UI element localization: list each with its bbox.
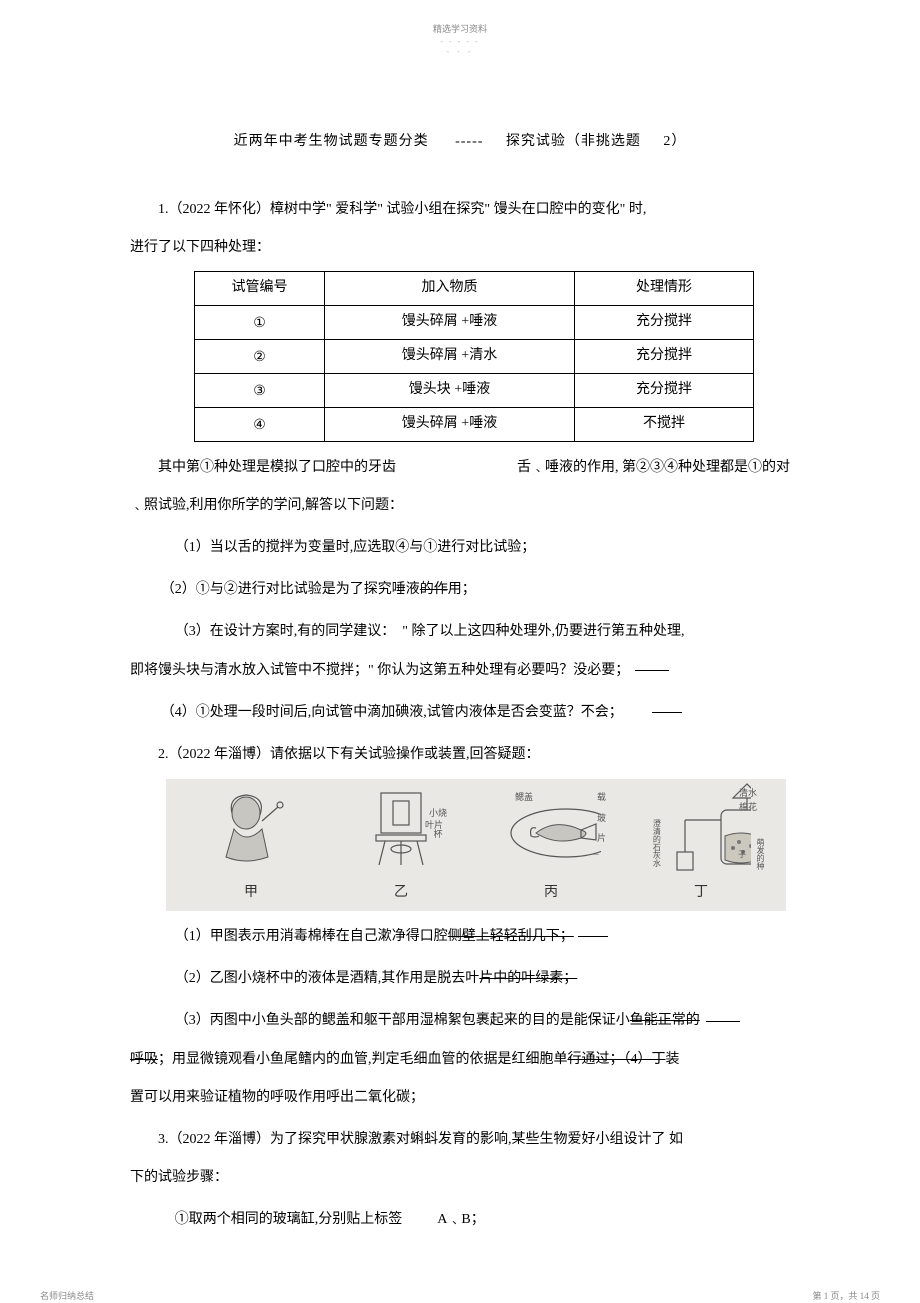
blank-line (706, 1021, 740, 1022)
q2-i2a: （2）乙图小烧杯中的液体是酒精,其作用是脱去叶 (175, 971, 480, 986)
q1-item-1: （1）当以舌的搅拌为变量时,应选取④与①进行对比试验； (175, 532, 790, 564)
th-1: 试管编号 (195, 271, 325, 305)
table-row: ① 馒头碎屑 +唾液 充分搅拌 (195, 305, 754, 339)
seed-label: 萌发的种子 (732, 835, 769, 873)
q1-i4-text: （4）①处理一段时间后,向试管中滴加碘液,试管内液体是否会变蓝？不会； (161, 705, 623, 720)
figure-c: 鳃盖 载玻片 — 丙 (476, 783, 626, 909)
figure-a: 甲 (176, 783, 326, 909)
cell: 不搅拌 (575, 407, 754, 441)
table-row: ② 馒头碎屑 +清水 充分搅拌 (195, 339, 754, 373)
cell: 馒头碎屑 +唾液 (325, 305, 575, 339)
figure-b: 小烧杯 叶片 乙 (326, 783, 476, 909)
blank-line (652, 712, 682, 713)
q3-step1b: A﹑B； (437, 1212, 484, 1227)
q3-intro: 3.（2022 年淄博）为了探究甲状腺激素对蝌蚪发育的影响,某些生物爱好小组设计… (130, 1124, 790, 1156)
cell: ② (195, 339, 325, 373)
page-title: 近两年中考生物试题专题分类 ----- 探究试验（非挑选题 2） (130, 126, 790, 158)
q1-item-3b: 即将馒头块与清水放入试管中不搅拌；" 你认为这第五种处理有必要吗？没必要； (130, 655, 790, 687)
table-row: ④ 馒头碎屑 +唾液 不搅拌 (195, 407, 754, 441)
figure-d-label: 丁 (694, 877, 708, 909)
q1-i2a: （2）①与②进行对比试验是为了探究唾液 (161, 582, 420, 597)
q1-item-4: （4）①处理一段时间后,向试管中滴加碘液,试管内液体是否会变蓝？不会； (161, 697, 790, 729)
q1-i3b-text: 即将馒头块与清水放入试管中不搅拌；" 你认为这第五种处理有必要吗？没必要； (130, 663, 629, 678)
q2-i1b-strike: 侧壁上轻轻刮几下； (448, 929, 574, 944)
th-2: 加入物质 (325, 271, 575, 305)
cell: ① (195, 305, 325, 339)
q2-i3d: ；用显微镜观看小鱼尾鳍内的血管,判定毛细血管的依据是红细胞单 (158, 1052, 568, 1067)
cell: 充分搅拌 (575, 339, 754, 373)
figure-b-label: 乙 (394, 877, 408, 909)
q1-i2b-strike: 的作 (420, 582, 448, 597)
q2-i3e-strike: 行通过；（4）丁 (568, 1052, 666, 1067)
table-header-row: 试管编号 加入物质 处理情形 (195, 271, 754, 305)
cover-label: 鳃盖 (515, 787, 533, 808)
glass-label: 载玻片 (597, 787, 606, 849)
cell: 充分搅拌 (575, 373, 754, 407)
cell: 馒头碎屑 +清水 (325, 339, 575, 373)
q2-item-4: 置可以用来验证植物的呼吸作用呼出二氧化碳； (130, 1082, 790, 1114)
cell: 馒头碎屑 +唾液 (325, 407, 575, 441)
header-dash-2: - - - (0, 47, 920, 56)
q1-i2c: 用； (448, 582, 476, 597)
title-part-2: 探究试验（非挑选题 (506, 134, 641, 149)
title-dash: ----- (455, 134, 483, 149)
q1-item-3: （3）在设计方案时,有的同学建议： " 除了以上这四种处理外,仍要进行第五种处理… (175, 616, 790, 648)
q2-intro: 2.（2022 年淄博）请依据以下有关试验操作或装置,回答疑题： (130, 739, 790, 771)
figure-a-label: 甲 (244, 877, 258, 909)
person-icon (206, 785, 296, 871)
q2-i3c-strike: 呼吸 (130, 1052, 158, 1067)
q2-i3f: 装 (666, 1052, 680, 1067)
q3-step-1: ①取两个相同的玻璃缸,分别贴上标签 A﹑B； (175, 1204, 790, 1236)
header-watermark: 精选学习资料 (0, 0, 920, 35)
q2-i1a: （1）甲图表示用消毒棉棒在自己漱净得口腔 (175, 929, 448, 944)
q1-after-1b: 舌﹑唾液的作用, 第②③④种处理都是①的对 (517, 452, 790, 484)
header-dash-1: - - - - - (0, 37, 920, 46)
q1-intro-1: 1.（2022 年怀化）樟树中学" 爱科学" 试验小组在探究" 馒头在口腔中的变… (130, 194, 790, 226)
footer-right: 第 1 页，共 14 页 (812, 1289, 880, 1302)
q2-item-3-cont: 呼吸；用显微镜观看小鱼尾鳍内的血管,判定毛细血管的依据是红细胞单行通过；（4）丁… (130, 1044, 790, 1076)
q2-item-2: （2）乙图小烧杯中的液体是酒精,其作用是脱去叶片中的叶绿素； (175, 963, 790, 995)
th-3: 处理情形 (575, 271, 754, 305)
q3-step1a: ①取两个相同的玻璃缸,分别贴上标签 (175, 1212, 403, 1227)
q2-item-3: （3）丙图中小鱼头部的鳃盖和躯干部用湿棉絮包裹起来的目的是能保证小鱼能正常的 (175, 1005, 790, 1037)
q1-table: 试管编号 加入物质 处理情形 ① 馒头碎屑 +唾液 充分搅拌 ② 馒头碎屑 +清… (194, 271, 754, 442)
figure-c-label: 丙 (544, 877, 558, 909)
cotton-label: 棉花 (739, 797, 757, 818)
figure-d: 清水 棉花 萌发的种子 澄清的石灰水 丁 (626, 783, 776, 909)
blank-line (578, 936, 608, 937)
lime-label: 澄清的石灰水 (647, 819, 665, 867)
cotton-tiny-label: — (591, 845, 599, 863)
footer-left: 名师归纳总结 (40, 1289, 94, 1302)
title-part-1: 近两年中考生物试题专题分类 (234, 134, 429, 149)
q1-after-1a: 其中第①种处理是模拟了口腔中的牙齿 (130, 452, 396, 484)
q2-i2b-strike: 片中的叶绿素； (479, 971, 577, 986)
q2-i3a: （3）丙图中小鱼头部的鳃盖和躯干部用湿棉絮包裹起来的目的是能保证小 (175, 1013, 630, 1028)
table-row: ③ 馒头块 +唾液 充分搅拌 (195, 373, 754, 407)
blank-line (635, 670, 669, 671)
q2-figure-row: 甲 小烧杯 叶片 乙 (166, 779, 786, 911)
q2-item-1: （1）甲图表示用消毒棉棒在自己漱净得口腔侧壁上轻轻刮几下； (175, 921, 790, 953)
page-content: 近两年中考生物试题专题分类 ----- 探究试验（非挑选题 2） 1.（2022… (0, 56, 920, 1237)
leaf-label: 叶片 (425, 815, 443, 836)
cell: ③ (195, 373, 325, 407)
q3-intro-2: 下的试验步骤： (130, 1162, 790, 1194)
cell: ④ (195, 407, 325, 441)
title-part-3: 2） (663, 134, 686, 149)
q2-i3b-strike: 鱼能正常的 (630, 1013, 700, 1028)
q1-intro-2: 进行了以下四种处理： (130, 232, 790, 264)
cell: 馒头块 +唾液 (325, 373, 575, 407)
q1-item-2: （2）①与②进行对比试验是为了探究唾液的作用； (161, 574, 790, 606)
q1-after-2: ﹑照试验,利用你所学的学问,解答以下问题： (130, 490, 790, 522)
cell: 充分搅拌 (575, 305, 754, 339)
